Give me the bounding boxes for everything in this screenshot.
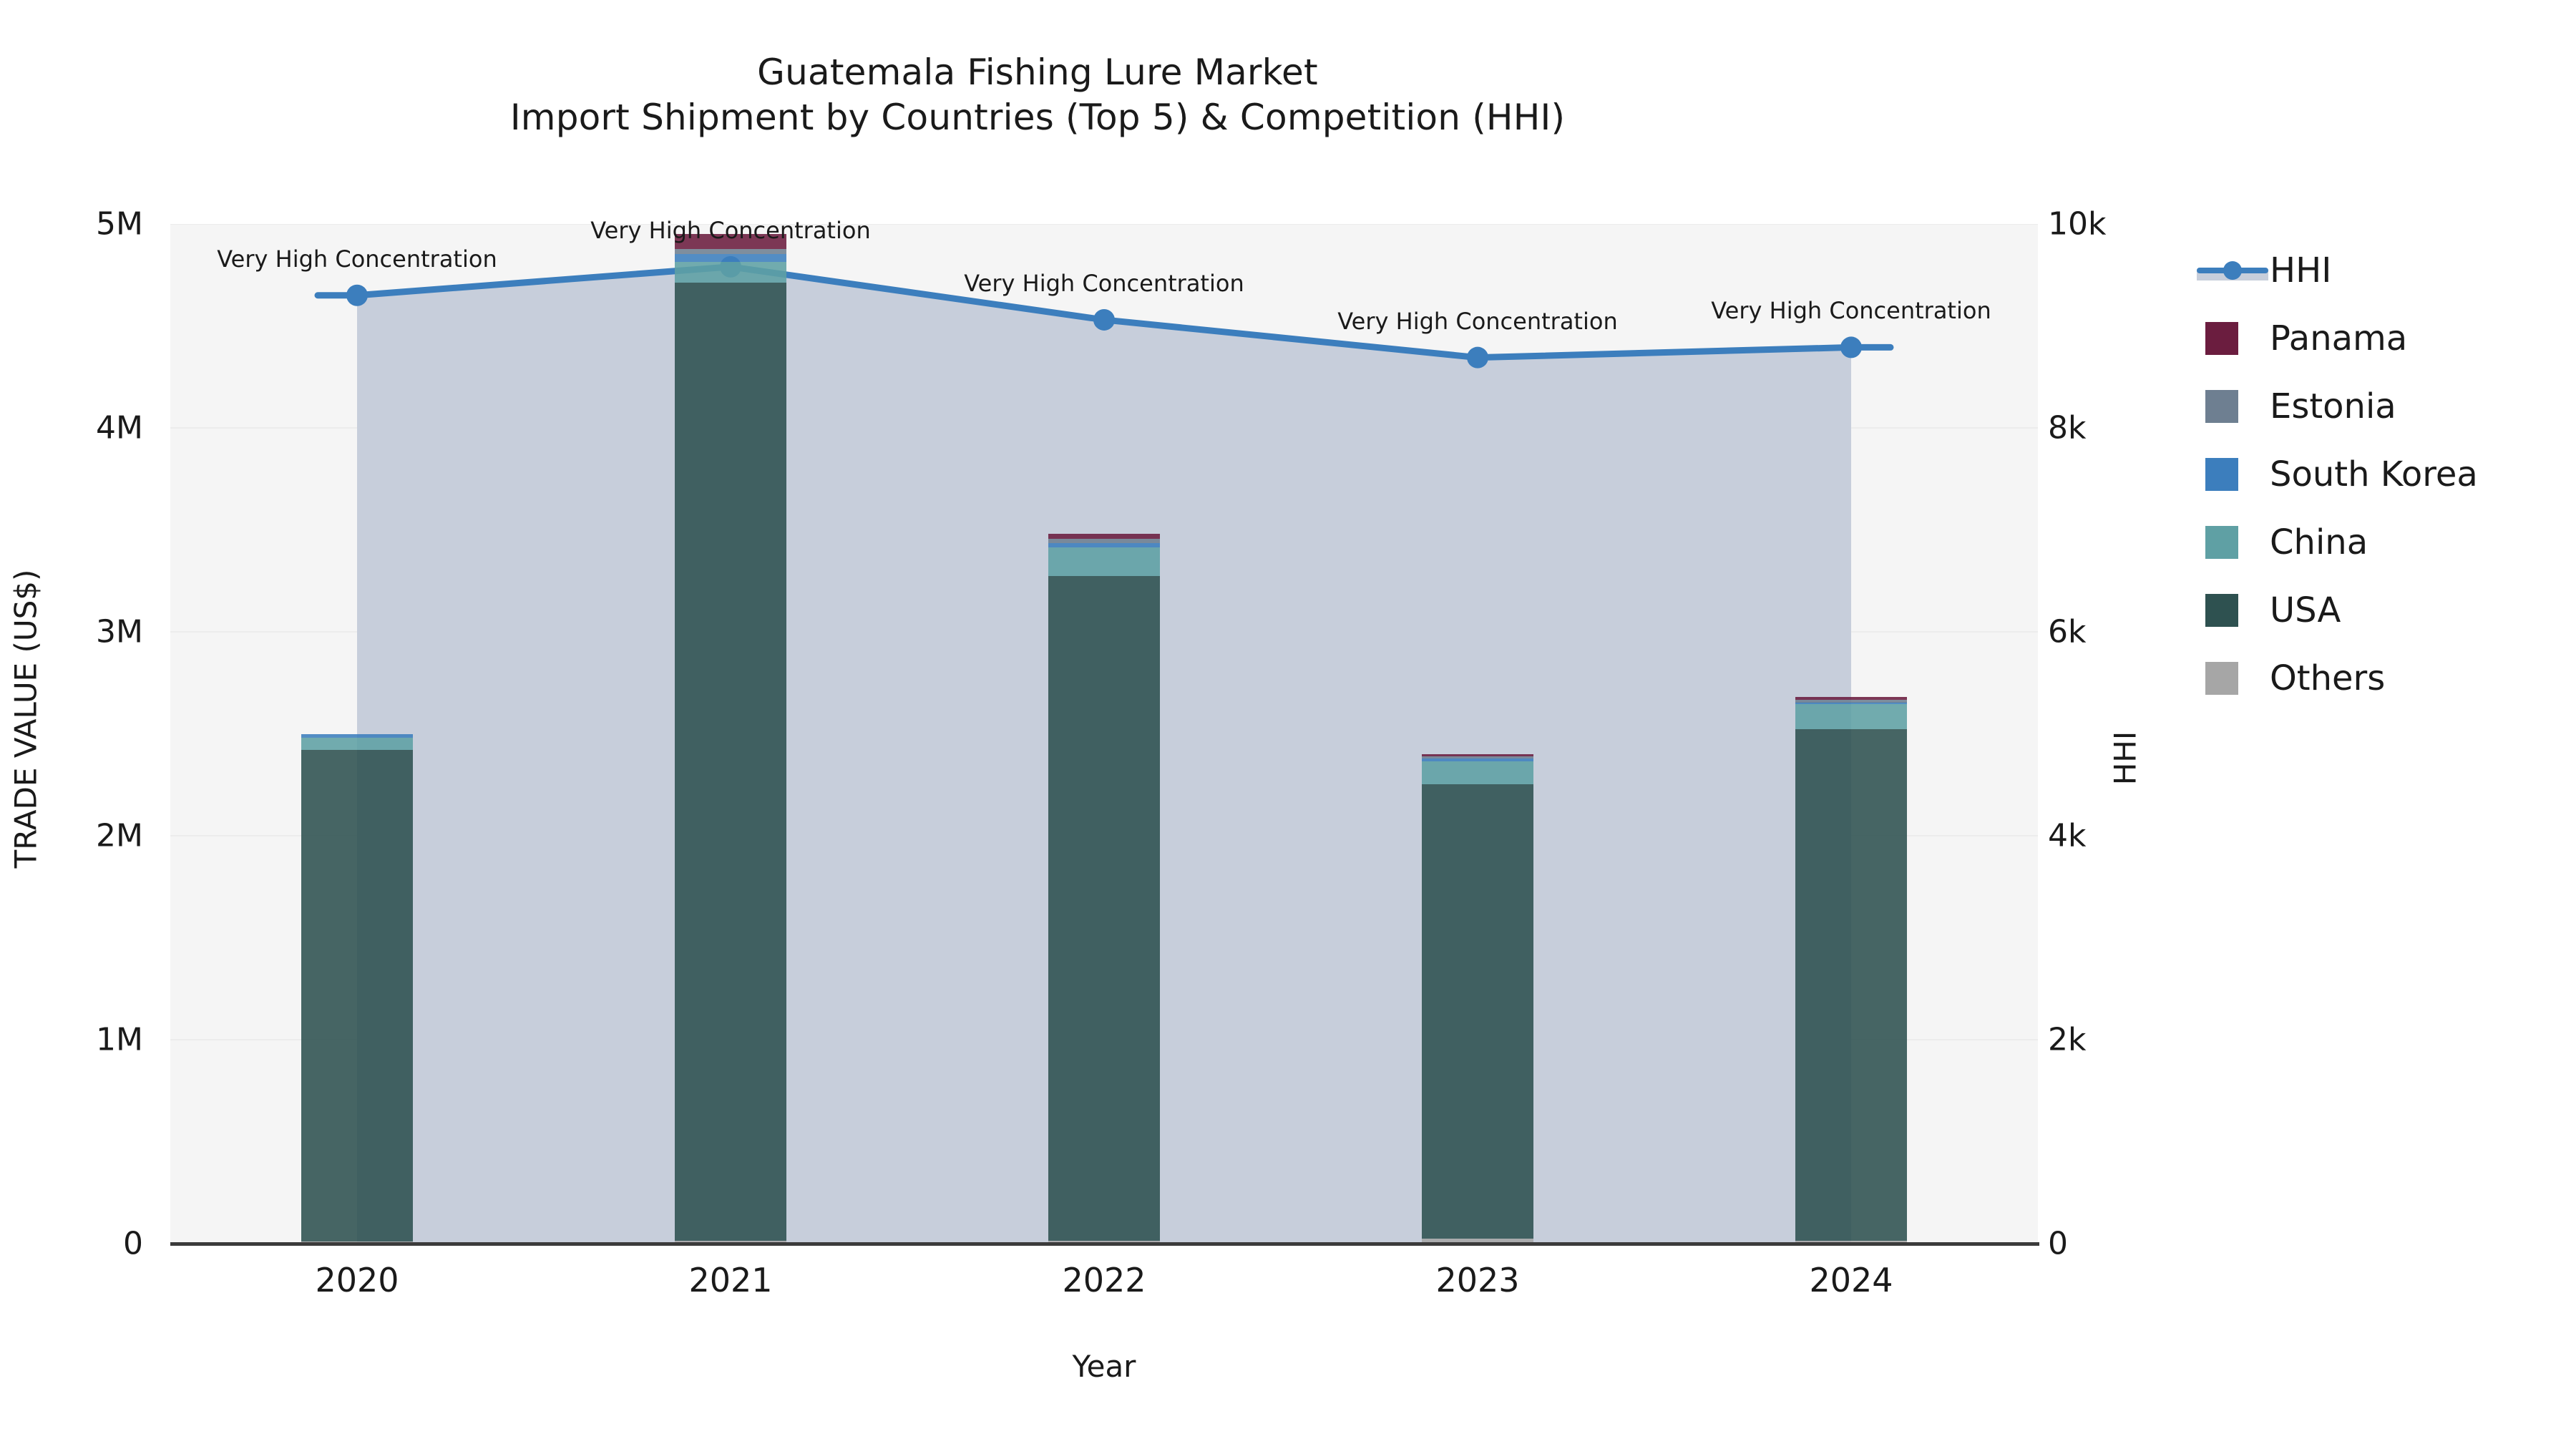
bar-segment-south-korea[interactable]: [1795, 702, 1908, 705]
chart-title-line2: Import Shipment by Countries (Top 5) & C…: [509, 96, 1566, 138]
bar-segment-south-korea[interactable]: [1421, 758, 1534, 762]
gridline-right: [170, 224, 2038, 225]
chart-title-line1: Guatemala Fishing Lure Market: [757, 52, 1318, 93]
bar-segment-usa[interactable]: [1048, 575, 1161, 1241]
legend-color-swatch: [2205, 525, 2238, 559]
bar-segment-china[interactable]: [1795, 704, 1908, 729]
hhi-annotation: Very High Concentration: [964, 269, 1244, 297]
legend-item-hhi[interactable]: HHI: [2197, 236, 2569, 304]
legend-item-label: China: [2270, 522, 2368, 562]
bar-segment-estonia[interactable]: [1795, 700, 1908, 703]
y-tick-left: 1M: [96, 1021, 143, 1058]
y-axis-right-ticks: 0 2k 4k 6k 8k 10k: [2048, 206, 2220, 1262]
bar-segment-usa[interactable]: [674, 282, 787, 1241]
x-tick-label: 2022: [1062, 1261, 1146, 1299]
legend-item-others[interactable]: Others: [2197, 644, 2569, 712]
y-tick-right: 8k: [2048, 409, 2087, 447]
legend-item-label: Others: [2270, 658, 2386, 698]
legend-color-swatch: [2205, 661, 2238, 695]
legend-color-swatch: [2205, 389, 2238, 423]
y-tick-right: 10k: [2048, 205, 2107, 243]
legend-line-marker: [2223, 260, 2242, 280]
legend-item-panama[interactable]: Panama: [2197, 304, 2569, 372]
x-tick-label: 2020: [315, 1261, 399, 1299]
y-tick-right: 2k: [2048, 1021, 2087, 1058]
y-axis-left-ticks: 0 1M 2M 3M 4M 5M: [0, 206, 170, 1262]
hhi-marker: [1840, 336, 1862, 358]
bar-segment-panama[interactable]: [674, 234, 787, 249]
plot-clip: [170, 224, 2038, 1244]
legend-item-estonia[interactable]: Estonia: [2197, 372, 2569, 440]
y-tick-right: 0: [2048, 1225, 2068, 1262]
bar-group[interactable]: [1421, 224, 1534, 1244]
hhi-marker: [1467, 346, 1488, 369]
y-tick-right: 6k: [2048, 613, 2087, 650]
legend-item-label: Estonia: [2270, 386, 2396, 426]
legend-color-swatch: [2205, 321, 2238, 355]
hhi-annotation: Very High Concentration: [1337, 307, 1618, 335]
bar-segment-panama[interactable]: [1421, 754, 1534, 757]
y-tick-left: 4M: [96, 409, 143, 447]
plot-area: Very High Concentration Very High Concent…: [170, 217, 2038, 1244]
bar-segment-usa[interactable]: [1421, 784, 1534, 1239]
bar-segment-china[interactable]: [674, 262, 787, 283]
legend-item-south-korea[interactable]: South Korea: [2197, 440, 2569, 508]
bar-segment-china[interactable]: [1048, 547, 1161, 576]
bar-group[interactable]: [1795, 224, 1908, 1244]
hhi-marker: [346, 284, 368, 306]
bar-segment-south-korea[interactable]: [1048, 542, 1161, 548]
x-tick-label: 2021: [688, 1261, 773, 1299]
legend-color-swatch: [2205, 593, 2238, 627]
bar-group[interactable]: [301, 224, 414, 1244]
legend-item-china[interactable]: China: [2197, 508, 2569, 576]
bar-group[interactable]: [1048, 224, 1161, 1244]
bar-segment-estonia[interactable]: [1421, 756, 1534, 759]
bar-segment-panama[interactable]: [1048, 534, 1161, 540]
bar-segment-south-korea[interactable]: [674, 254, 787, 263]
legend-item-label: USA: [2270, 590, 2341, 630]
legend-color-swatch: [2205, 457, 2238, 491]
legend-item-label: Panama: [2270, 318, 2408, 358]
x-axis-label: Year: [1072, 1349, 1136, 1384]
hhi-marker: [1093, 308, 1115, 331]
bar-segment-others[interactable]: [1421, 1239, 1534, 1244]
x-tick-label: 2023: [1435, 1261, 1520, 1299]
legend-item-usa[interactable]: USA: [2197, 576, 2569, 644]
bar-segment-panama[interactable]: [1795, 697, 1908, 701]
bar-segment-china[interactable]: [1421, 761, 1534, 784]
legend-item-label: South Korea: [2270, 454, 2478, 494]
bar-segment-south-korea[interactable]: [301, 733, 414, 738]
y-tick-right: 4k: [2048, 817, 2087, 854]
bar-segment-estonia[interactable]: [1048, 539, 1161, 543]
bar-group[interactable]: [674, 224, 787, 1244]
bar-segment-usa[interactable]: [1795, 728, 1908, 1241]
y-tick-left: 2M: [96, 817, 143, 854]
legend-line-icon: [2197, 254, 2268, 287]
y-tick-left: 0: [123, 1225, 143, 1262]
bar-segment-usa[interactable]: [301, 750, 414, 1242]
bar-segment-china[interactable]: [301, 737, 414, 751]
x-axis-line: [170, 1242, 2039, 1246]
y-tick-left: 3M: [96, 613, 143, 650]
hhi-annotation: Very High Concentration: [217, 245, 497, 273]
bar-segment-estonia[interactable]: [674, 248, 787, 255]
hhi-annotation: Very High Concentration: [590, 216, 871, 244]
chart-legend: HHI Panama Estonia South Korea China USA Other…: [2197, 236, 2569, 712]
y-tick-left: 5M: [96, 205, 143, 243]
hhi-annotation: Very High Concentration: [1711, 297, 1991, 325]
legend-item-label: HHI: [2270, 250, 2332, 291]
x-tick-label: 2024: [1809, 1261, 1893, 1299]
chart-title: Guatemala Fishing Lure Market Import Shi…: [0, 50, 2075, 140]
